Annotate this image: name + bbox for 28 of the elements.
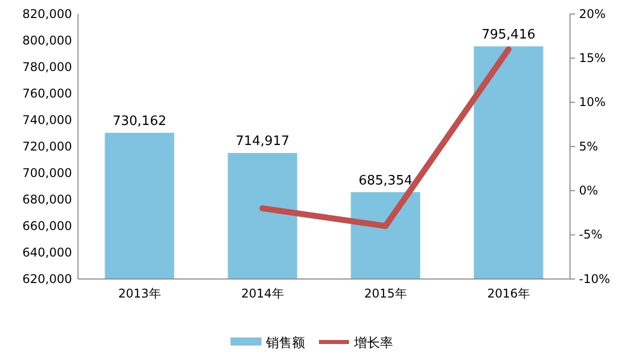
y-tick-label: 680,000 bbox=[22, 192, 72, 206]
y2-tick-label: 5% bbox=[579, 139, 598, 154]
y-tick-label: 820,000 bbox=[22, 6, 72, 21]
y-tick-label: 720,000 bbox=[22, 139, 72, 154]
x-tick-label: 2014年 bbox=[241, 286, 284, 301]
x-tick-label: 2015年 bbox=[364, 286, 407, 301]
y-tick-label: 800,000 bbox=[22, 33, 72, 48]
y2-tick-label: -5% bbox=[579, 228, 602, 242]
y2-tick-label: 10% bbox=[579, 95, 606, 110]
y2-tick-label: 0% bbox=[579, 184, 598, 198]
legend-label: 销售额 bbox=[265, 336, 305, 351]
y-tick-label: 700,000 bbox=[22, 166, 72, 180]
x-tick-label: 2016年 bbox=[487, 286, 530, 301]
data-label: 795,416 bbox=[482, 28, 536, 43]
y-tick-label: 620,000 bbox=[22, 272, 72, 286]
y-tick-label: 640,000 bbox=[22, 245, 72, 260]
y2-tick-label: -10% bbox=[579, 272, 610, 286]
y2-tick-label: 20% bbox=[579, 6, 606, 21]
legend-label: 增长率 bbox=[353, 335, 393, 351]
y-tick-label: 760,000 bbox=[22, 86, 72, 100]
data-label: 730,162 bbox=[112, 114, 166, 130]
x-tick-label: 2013年 bbox=[118, 286, 161, 301]
data-label: 685,354 bbox=[358, 173, 412, 188]
y2-tick-label: 15% bbox=[579, 51, 606, 66]
y-tick-label: 780,000 bbox=[22, 60, 72, 74]
y-tick-label: 740,000 bbox=[22, 112, 72, 127]
data-label: 714,917 bbox=[236, 134, 290, 150]
y-tick-label: 660,000 bbox=[22, 218, 72, 233]
